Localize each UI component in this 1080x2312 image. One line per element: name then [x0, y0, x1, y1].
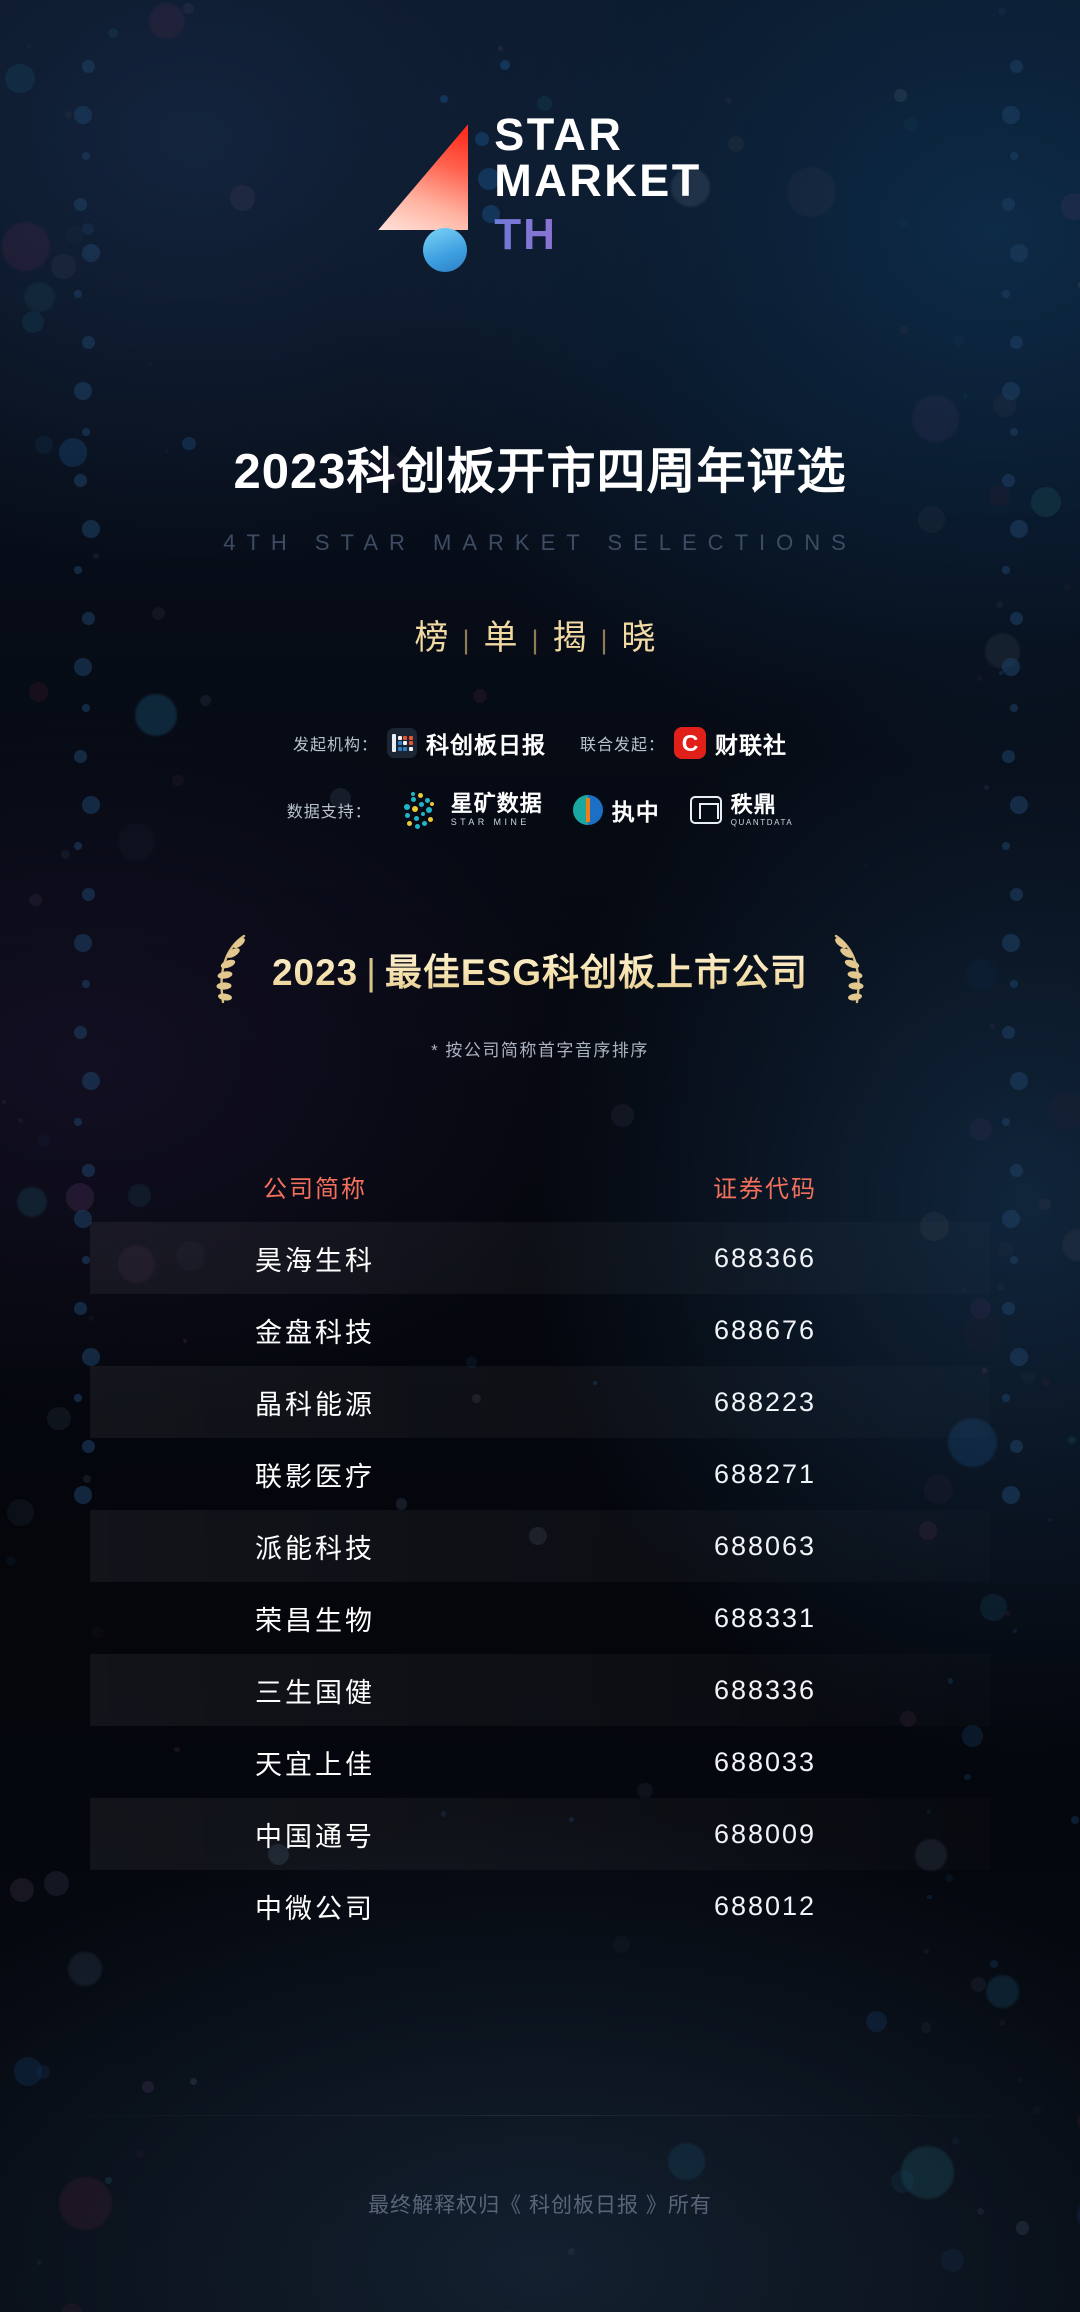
footer-disclaimer: 最终解释权归《 科创板日报 》所有: [368, 2194, 712, 2217]
sponsor-row-data-support: 数据支持： 星矿数据 STAR MINE 执中 秩鼎 QUANTDATA: [0, 790, 1080, 830]
gold-tagline-word: 晓: [621, 619, 666, 657]
table-row[interactable]: 晶科能源 688223: [90, 1366, 990, 1438]
zhizhong-name-cn: 执中: [611, 799, 660, 825]
cell-company-name: 昊海生科: [255, 1245, 375, 1276]
organizer-name: 科创板日报: [426, 732, 546, 758]
laurel-left-icon: [216, 934, 246, 1004]
ranking-table: 公司简称 证券代码 昊海生科 688366 金盘科技 688676 晶科能源 688223…: [90, 1150, 990, 1942]
cell-company-name: 晶科能源: [255, 1389, 375, 1420]
gold-tagline-word: 揭: [552, 619, 597, 657]
cell-company-name: 联影医疗: [255, 1461, 375, 1492]
cell-stock-code: 688366: [713, 1242, 817, 1273]
quantdata-logo-icon: [689, 796, 722, 824]
column-header-code: 证券代码: [713, 1175, 817, 1203]
award-separator: |: [366, 952, 377, 993]
co-organizer-name: 财联社: [715, 732, 788, 758]
cell-company-name: 三生国健: [255, 1677, 375, 1708]
co-organizer-group: 联合发起： C 财联社: [580, 726, 787, 760]
logo-line-star: STAR: [494, 109, 624, 160]
circle-icon: [423, 228, 468, 272]
table-row[interactable]: 天宜上佳 688033: [90, 1726, 990, 1798]
table-row[interactable]: 三生国健 688336: [90, 1654, 990, 1726]
zhizhong-logo-icon: [572, 795, 603, 825]
cell-stock-code: 688033: [713, 1746, 817, 1777]
table-body: 昊海生科 688366 金盘科技 688676 晶科能源 688223 联影医疗 688271…: [90, 1222, 990, 1942]
table-row[interactable]: 荣昌生物 688331: [90, 1582, 990, 1654]
organizer-group: 发起机构： 科创板日报: [293, 726, 546, 760]
award-year: 2023: [271, 952, 359, 993]
co-organizer-label: 联合发起：: [580, 737, 666, 754]
data-partner-quantdata: 秩鼎 QUANTDATA: [689, 791, 794, 827]
gold-tagline: 榜 | 单 | 揭 | 晓: [0, 610, 1080, 659]
table-row[interactable]: 昊海生科 688366: [90, 1222, 990, 1294]
logo-line-market: MARKET: [494, 154, 702, 206]
gold-tagline-separator: |: [462, 625, 480, 655]
cell-company-name: 荣昌生物: [255, 1605, 375, 1636]
cailianshe-logo-icon: C: [674, 727, 707, 759]
quantdata-name-en: QUANTDATA: [730, 817, 794, 827]
gold-tagline-word: 榜: [414, 619, 459, 657]
table-row[interactable]: 金盘科技 688676: [90, 1294, 990, 1366]
page-subtitle: 4TH STAR MARKET SELECTIONS: [223, 530, 857, 555]
data-partner-zhizhong: 执中: [572, 793, 660, 827]
logo-ordinal-th: TH: [494, 210, 701, 260]
cell-stock-code: 688012: [713, 1890, 817, 1921]
table-row[interactable]: 中国通号 688009: [90, 1798, 990, 1870]
cell-stock-code: 688336: [713, 1674, 817, 1705]
laurel-right-icon: [834, 934, 864, 1004]
table-row[interactable]: 联影医疗 688271: [90, 1438, 990, 1510]
table-row[interactable]: 中微公司 688012: [90, 1870, 990, 1942]
data-support-label: 数据支持：: [286, 804, 372, 821]
cell-stock-code: 688271: [713, 1458, 817, 1489]
kechuangban-logo-icon: [387, 728, 417, 758]
table-row[interactable]: 派能科技 688063: [90, 1510, 990, 1582]
sponsor-row-organizers: 发起机构： 科创板日报 联合发起： C 财联社: [0, 726, 1080, 760]
logo-triangle-mark: [378, 124, 469, 272]
gold-tagline-word: 单: [483, 619, 528, 657]
cell-stock-code: 688009: [713, 1818, 817, 1849]
cell-company-name: 中微公司: [255, 1893, 375, 1924]
quantdata-name-cn: 秩鼎: [730, 791, 777, 817]
award-title: 2023 | 最佳ESG科创板上市公司: [272, 942, 808, 996]
footer-divider: [0, 2115, 1080, 2116]
page-title: 2023科创板开市四周年评选: [233, 445, 847, 499]
star-mine-name-cn: 星矿数据: [450, 791, 543, 816]
star-mine-logo-icon: [402, 790, 442, 830]
cell-company-name: 派能科技: [255, 1533, 375, 1564]
organizer-label: 发起机构：: [292, 737, 378, 754]
cell-stock-code: 688223: [713, 1386, 817, 1417]
cell-company-name: 金盘科技: [255, 1317, 375, 1348]
cell-company-name: 天宜上佳: [255, 1749, 375, 1780]
column-header-company: 公司简称: [263, 1175, 367, 1203]
table-header-row: 公司简称 证券代码: [90, 1150, 990, 1222]
star-market-logo: STAR MARKET TH: [0, 109, 1080, 272]
cell-stock-code: 688676: [713, 1314, 817, 1345]
cell-stock-code: 688063: [713, 1530, 817, 1561]
cell-stock-code: 688331: [713, 1602, 817, 1633]
star-mine-name-en: STAR MINE: [450, 817, 530, 827]
award-name: 最佳ESG科创板上市公司: [384, 952, 809, 993]
triangle-icon: [378, 124, 469, 230]
gold-tagline-separator: |: [531, 625, 549, 655]
gold-tagline-separator: |: [600, 625, 618, 655]
data-partner-star-mine: 星矿数据 STAR MINE: [402, 790, 543, 830]
award-note: * 按公司简称首字音序排序: [431, 1041, 649, 1060]
award-banner: 2023 | 最佳ESG科创板上市公司: [0, 930, 1080, 1008]
cell-company-name: 中国通号: [255, 1821, 375, 1852]
